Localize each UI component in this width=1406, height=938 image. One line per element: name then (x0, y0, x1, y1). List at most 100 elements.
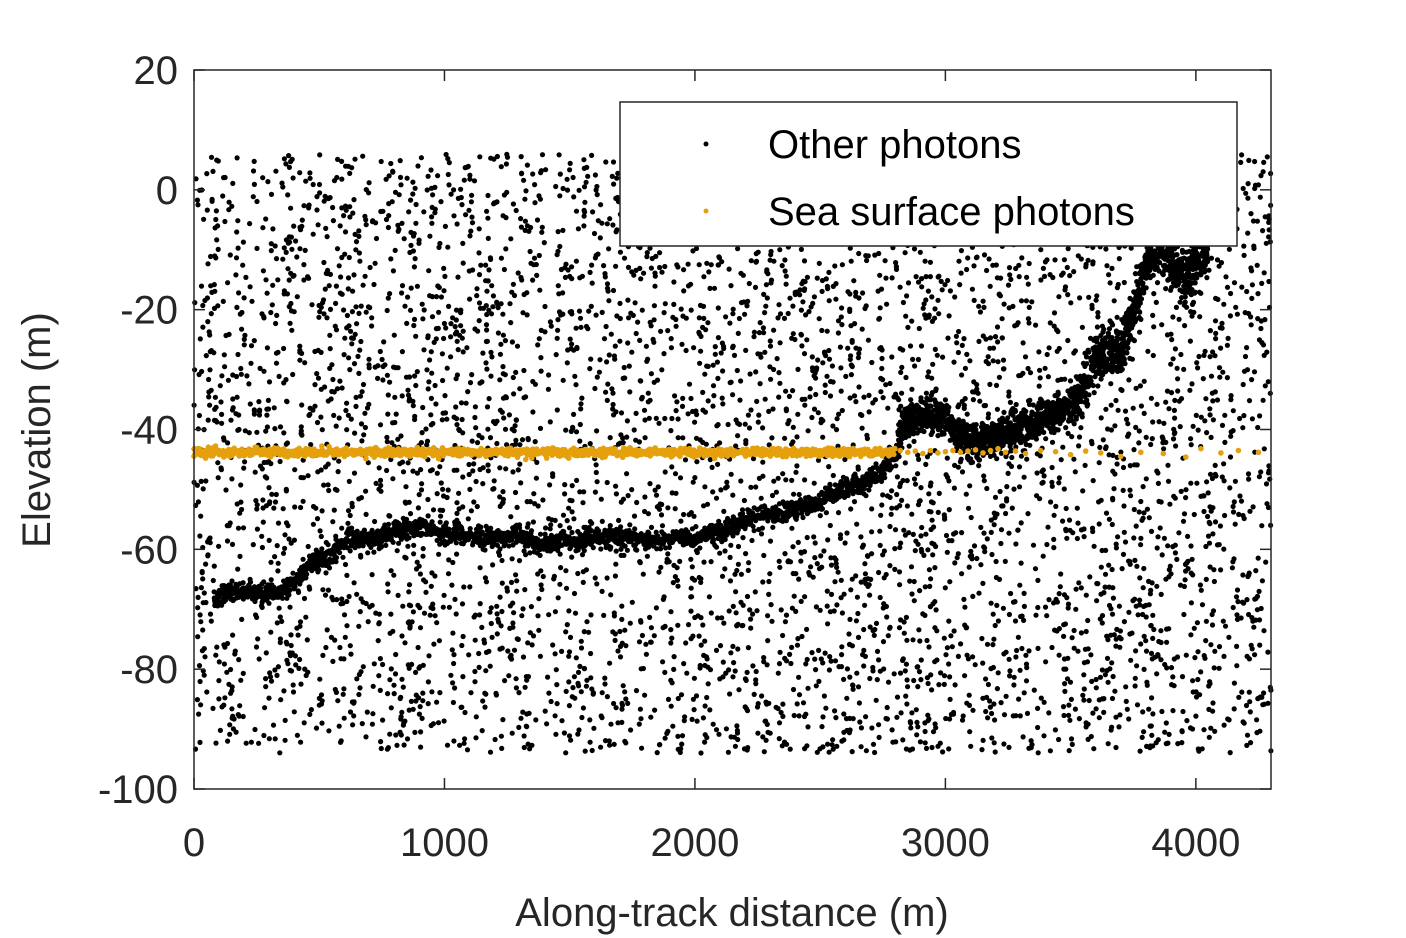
other-photon-point (302, 360, 308, 366)
other-photon-point (837, 535, 844, 542)
other-photon-point (923, 745, 930, 752)
other-photon-point (1018, 520, 1024, 526)
other-photon-point (537, 653, 544, 659)
other-photon-point (826, 347, 832, 354)
other-photon-point (1106, 516, 1112, 522)
other-photon-point (1193, 689, 1199, 695)
other-photon-point (702, 409, 709, 415)
other-photon-point (350, 210, 356, 216)
other-photon-point (401, 720, 407, 726)
other-photon-point (199, 368, 205, 375)
other-photon-point (557, 581, 563, 587)
other-photon-point (376, 465, 382, 471)
other-photon-point (618, 432, 624, 438)
other-photon-point (476, 226, 482, 232)
other-photon-point (979, 747, 985, 753)
other-photon-point (280, 256, 286, 262)
other-photon-point (378, 488, 384, 494)
other-photon-point (1037, 375, 1043, 381)
other-photon-point (1141, 510, 1147, 516)
other-photon-point (1075, 520, 1081, 526)
other-photon-point (803, 661, 809, 667)
other-photon-point (579, 273, 586, 279)
other-photon-point (1098, 564, 1104, 570)
other-photon-point (809, 650, 815, 656)
other-photon-point (1051, 512, 1057, 518)
other-photon-point (347, 204, 353, 210)
other-photon-point (1234, 612, 1240, 618)
other-photon-point (1140, 585, 1146, 591)
other-photon-point (862, 571, 869, 577)
other-photon-point (1219, 320, 1225, 326)
other-photon-point (547, 319, 554, 325)
other-photon-point (1221, 461, 1227, 467)
other-photon-point (785, 421, 791, 427)
other-photon-point (696, 262, 702, 268)
other-photon-point (688, 556, 694, 562)
other-photon-point (909, 386, 915, 392)
other-photon-point (247, 576, 253, 583)
other-photon-point (609, 386, 615, 392)
other-photon-point (194, 482, 200, 488)
other-photon-point (838, 388, 844, 394)
other-photon-point (947, 674, 953, 680)
other-photon-point (838, 595, 844, 601)
other-photon-point (204, 207, 210, 213)
other-photon-point (698, 615, 704, 621)
other-photon-point (898, 710, 904, 716)
other-photon-point (347, 214, 353, 220)
other-photon-point (1212, 648, 1218, 654)
other-photon-point (1138, 535, 1144, 541)
other-photon-point (757, 381, 763, 387)
other-photon-point (936, 490, 942, 496)
other-photon-point (416, 237, 422, 243)
other-photon-point (421, 610, 428, 616)
other-photon-point (901, 527, 907, 533)
other-photon-point (924, 675, 931, 681)
other-photon-point (954, 340, 960, 346)
other-photon-point (448, 321, 454, 327)
other-photon-point (264, 475, 270, 481)
other-photon-point (912, 548, 918, 554)
other-photon-point (237, 703, 243, 709)
other-photon-point (796, 576, 802, 582)
other-photon-point (1137, 602, 1143, 608)
other-photon-point (1067, 273, 1073, 279)
other-photon-point (277, 458, 283, 465)
other-photon-point (909, 511, 915, 517)
other-photon-point (1049, 644, 1055, 651)
other-photon-point (1125, 421, 1131, 427)
other-photon-point (1061, 712, 1067, 719)
other-photon-point (731, 352, 738, 358)
other-photon-point (545, 674, 551, 680)
other-photon-point (537, 425, 544, 431)
other-photon-point (399, 220, 405, 226)
other-photon-point (926, 369, 932, 375)
other-photon-point (928, 576, 934, 582)
other-photon-point (1073, 606, 1079, 612)
other-photon-point (581, 157, 587, 163)
other-photon-point (287, 650, 293, 656)
other-photon-point (216, 696, 222, 702)
other-photon-point (466, 471, 472, 478)
other-photon-point (469, 220, 476, 226)
other-photon-point (672, 393, 678, 399)
other-photon-point (661, 310, 667, 316)
other-photon-point (907, 343, 914, 349)
other-photon-point (1124, 706, 1130, 712)
other-photon-point (1207, 412, 1213, 418)
other-photon-point (698, 333, 704, 339)
other-photon-point (1233, 594, 1240, 600)
other-photon-point (726, 266, 732, 272)
other-photon-point (813, 667, 819, 673)
other-photon-point (1178, 396, 1185, 402)
other-photon-point (608, 592, 614, 598)
other-photon-point (1042, 259, 1048, 265)
other-photon-point (420, 316, 426, 322)
other-photon-point (423, 426, 429, 432)
other-photon-point (967, 483, 973, 489)
other-photon-point (459, 704, 465, 710)
other-photon-point (629, 599, 635, 605)
other-photon-point (504, 588, 510, 594)
other-photon-point (314, 207, 320, 213)
